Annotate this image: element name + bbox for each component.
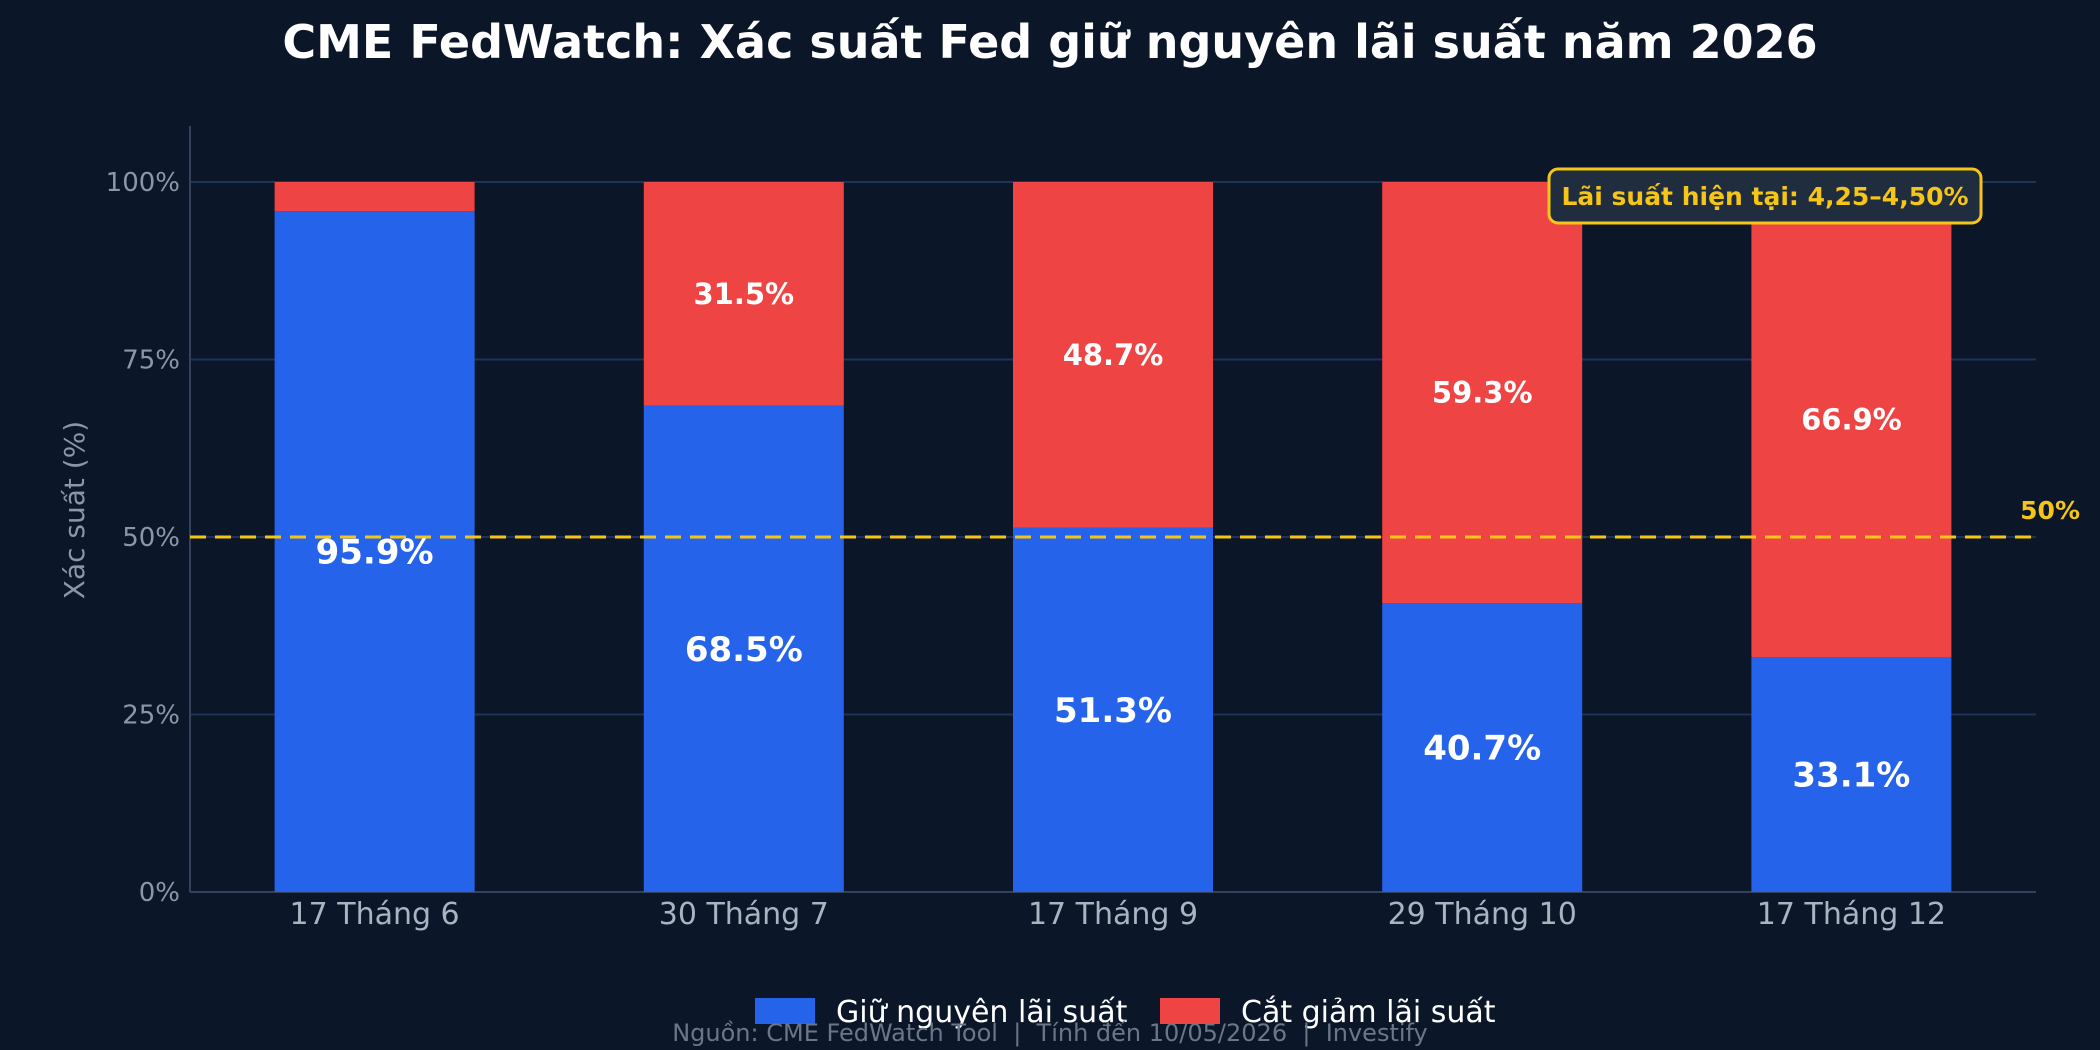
data-label-hold: 95.9% [316, 533, 434, 573]
y-axis-label: Xác suất (%) [58, 421, 91, 599]
bar-cut [1751, 182, 1952, 657]
x-tick-label: 30 Tháng 7 [659, 897, 829, 932]
legend: Giữ nguyên lãi suất Cắt giảm lãi suất [755, 995, 1496, 1030]
bar-hold [274, 211, 475, 893]
y-tick-label: 25% [122, 701, 180, 731]
y-axis-label-group: Xác suất (%) [58, 421, 91, 599]
reference-line-label: 50% [2020, 496, 2080, 525]
annotation-text: Lãi suất hiện tại: 4,25–4,50% [1561, 182, 1968, 211]
bar-hold [1382, 603, 1583, 892]
y-tick-label: 75% [122, 346, 180, 376]
bar-hold [643, 405, 844, 892]
data-label-cut: 59.3% [1432, 376, 1533, 410]
data-label-hold: 68.5% [685, 630, 803, 670]
y-tick-label: 0% [139, 878, 180, 908]
data-label-hold: 33.1% [1792, 755, 1910, 795]
x-tick-label: 29 Tháng 10 [1388, 897, 1577, 932]
legend-label-hold: Giữ nguyên lãi suất [836, 995, 1128, 1030]
data-label-hold: 40.7% [1423, 729, 1541, 769]
bars-layer [274, 182, 1952, 893]
data-label-cut: 66.9% [1801, 402, 1902, 436]
labels-layer: 95.9% 68.5% 31.5% 51.3% 48.7% 40.7% 59.3% 33.1%… [316, 277, 1911, 796]
chart-title: CME FedWatch: Xác suất Fed giữ nguyên lã… [282, 15, 1817, 69]
y-tick-label: 100% [106, 168, 180, 198]
legend-label-cut: Cắt giảm lãi suất [1241, 995, 1496, 1030]
x-tick-label: 17 Tháng 6 [290, 897, 460, 932]
bar-cut [274, 182, 475, 212]
annotation-background [1547, 167, 1983, 225]
annotation-box: Lãi suất hiện tại: 4,25–4,50% [1547, 167, 1983, 225]
x-tick-label: 17 Tháng 12 [1757, 897, 1946, 932]
source-note: Nguồn: CME FedWatch Tool | Tính đến 10/0… [672, 1019, 1428, 1047]
data-label-cut: 31.5% [693, 277, 794, 311]
y-tick-label: 50% [122, 523, 180, 553]
bar-cut [1013, 182, 1213, 528]
reference-line-layer: 50% [190, 496, 2080, 539]
x-tick-label: 17 Tháng 9 [1028, 897, 1198, 932]
legend-swatch-cut [1160, 998, 1220, 1024]
data-label-cut: 48.7% [1063, 338, 1164, 372]
bar-cut [1382, 182, 1583, 604]
axis-layer: 0% 25% 50% 75% 100% 17 Tháng 6 30 Tháng 7 17 Th… [106, 126, 2036, 932]
legend-swatch-hold [755, 998, 815, 1024]
data-label-hold: 51.3% [1054, 691, 1172, 731]
bar-hold [1751, 656, 1952, 892]
bar-cut [643, 182, 844, 406]
bar-hold [1013, 527, 1213, 892]
